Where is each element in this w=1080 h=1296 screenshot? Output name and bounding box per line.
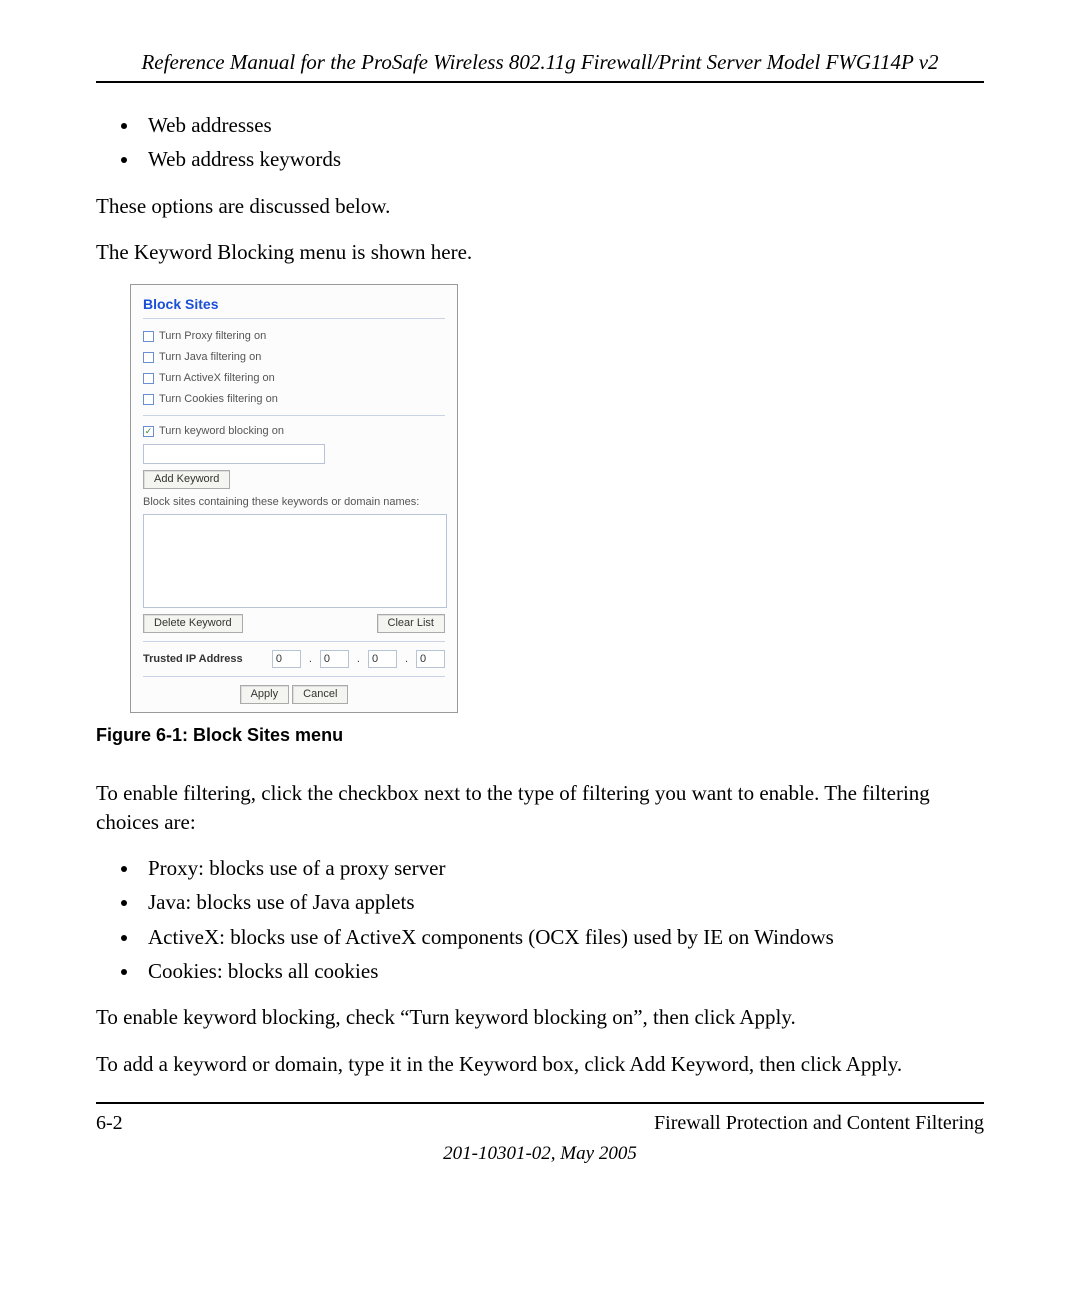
checkbox-label: Turn keyword blocking on <box>159 424 284 439</box>
checkbox-label: Turn Proxy filtering on <box>159 329 266 344</box>
checkbox-icon[interactable] <box>143 352 154 363</box>
list-item: Java: blocks use of Java applets <box>140 888 984 916</box>
ip-octet-2[interactable]: 0 <box>320 650 349 668</box>
page-footer: 6-2 Firewall Protection and Content Filt… <box>96 1102 984 1137</box>
checkbox-icon[interactable] <box>143 373 154 384</box>
checkbox-icon-checked[interactable]: ✓ <box>143 426 154 437</box>
bullet-list-top: Web addresses Web address keywords <box>96 111 984 174</box>
panel-title: Block Sites <box>143 295 445 314</box>
list-item: Web address keywords <box>140 145 984 173</box>
divider <box>143 676 445 677</box>
checkbox-row-proxy[interactable]: Turn Proxy filtering on <box>143 329 445 344</box>
document-header: Reference Manual for the ProSafe Wireles… <box>96 50 984 83</box>
paragraph: To enable keyword blocking, check “Turn … <box>96 1003 984 1031</box>
apply-button[interactable]: Apply <box>240 685 290 704</box>
checkbox-row-cookies[interactable]: Turn Cookies filtering on <box>143 392 445 407</box>
delete-keyword-button[interactable]: Delete Keyword <box>143 614 243 633</box>
divider <box>143 318 445 319</box>
paragraph: The Keyword Blocking menu is shown here. <box>96 238 984 266</box>
divider <box>143 641 445 642</box>
trusted-ip-row: Trusted IP Address 0. 0. 0. 0 <box>143 650 445 668</box>
footer-date: 201-10301-02, May 2005 <box>96 1141 984 1167</box>
ip-octet-3[interactable]: 0 <box>368 650 397 668</box>
trusted-ip-label: Trusted IP Address <box>143 652 264 667</box>
divider <box>143 415 445 416</box>
checkbox-icon[interactable] <box>143 331 154 342</box>
page-number: 6-2 <box>96 1110 123 1137</box>
checkbox-row-java[interactable]: Turn Java filtering on <box>143 350 445 365</box>
keyword-input[interactable] <box>143 444 325 464</box>
paragraph: These options are discussed below. <box>96 192 984 220</box>
checkbox-label: Turn ActiveX filtering on <box>159 371 275 386</box>
block-sites-screenshot: Block Sites Turn Proxy filtering on Turn… <box>130 284 458 712</box>
clear-list-button[interactable]: Clear List <box>377 614 445 633</box>
list-item: Web addresses <box>140 111 984 139</box>
add-keyword-button[interactable]: Add Keyword <box>143 470 230 489</box>
bullet-list-filters: Proxy: blocks use of a proxy server Java… <box>96 854 984 985</box>
list-header-label: Block sites containing these keywords or… <box>143 495 445 510</box>
keyword-listbox[interactable] <box>143 514 447 608</box>
checkbox-icon[interactable] <box>143 394 154 405</box>
checkbox-row-keyword[interactable]: ✓ Turn keyword blocking on <box>143 424 445 439</box>
cancel-button[interactable]: Cancel <box>292 685 348 704</box>
list-item: Proxy: blocks use of a proxy server <box>140 854 984 882</box>
paragraph: To enable filtering, click the checkbox … <box>96 779 984 836</box>
list-item: Cookies: blocks all cookies <box>140 957 984 985</box>
figure-caption: Figure 6-1: Block Sites menu <box>96 723 984 747</box>
ip-octet-1[interactable]: 0 <box>272 650 301 668</box>
section-title: Firewall Protection and Content Filterin… <box>654 1110 984 1137</box>
checkbox-label: Turn Cookies filtering on <box>159 392 278 407</box>
ip-octet-4[interactable]: 0 <box>416 650 445 668</box>
checkbox-label: Turn Java filtering on <box>159 350 261 365</box>
checkbox-row-activex[interactable]: Turn ActiveX filtering on <box>143 371 445 386</box>
paragraph: To add a keyword or domain, type it in t… <box>96 1050 984 1078</box>
list-item: ActiveX: blocks use of ActiveX component… <box>140 923 984 951</box>
